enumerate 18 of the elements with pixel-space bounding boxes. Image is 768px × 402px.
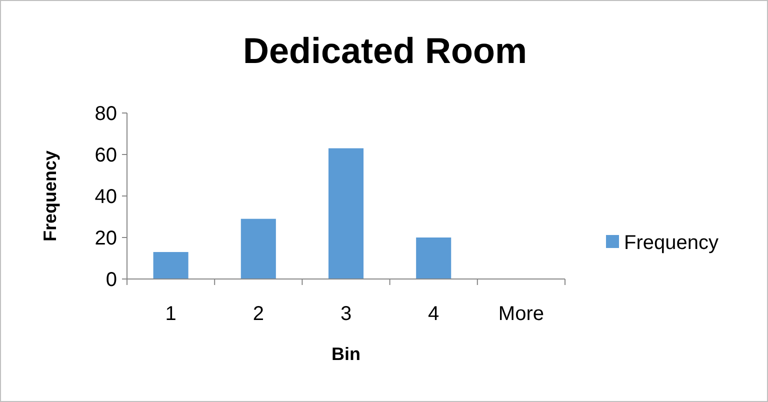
bar — [416, 238, 452, 279]
x-tick-label: 3 — [340, 303, 352, 325]
legend-label: Frequency — [624, 232, 718, 254]
x-tick-label: 1 — [165, 303, 176, 325]
bar — [328, 148, 364, 279]
x-axis-title: Bin — [332, 344, 360, 364]
y-tick-label: 80 — [94, 103, 117, 125]
y-tick-label: 60 — [94, 144, 117, 166]
y-axis-title: Frequency — [40, 150, 60, 242]
x-tick-label: 4 — [428, 303, 440, 325]
chart-title: Dedicated Room — [242, 30, 528, 71]
y-tick-label: 40 — [94, 186, 117, 208]
x-tick-label: 2 — [252, 303, 264, 325]
y-tick-label: 0 — [106, 269, 117, 291]
bar — [240, 218, 276, 279]
x-tick-label: More — [498, 303, 544, 325]
bar — [153, 252, 188, 279]
y-tick-label: 20 — [94, 228, 117, 250]
